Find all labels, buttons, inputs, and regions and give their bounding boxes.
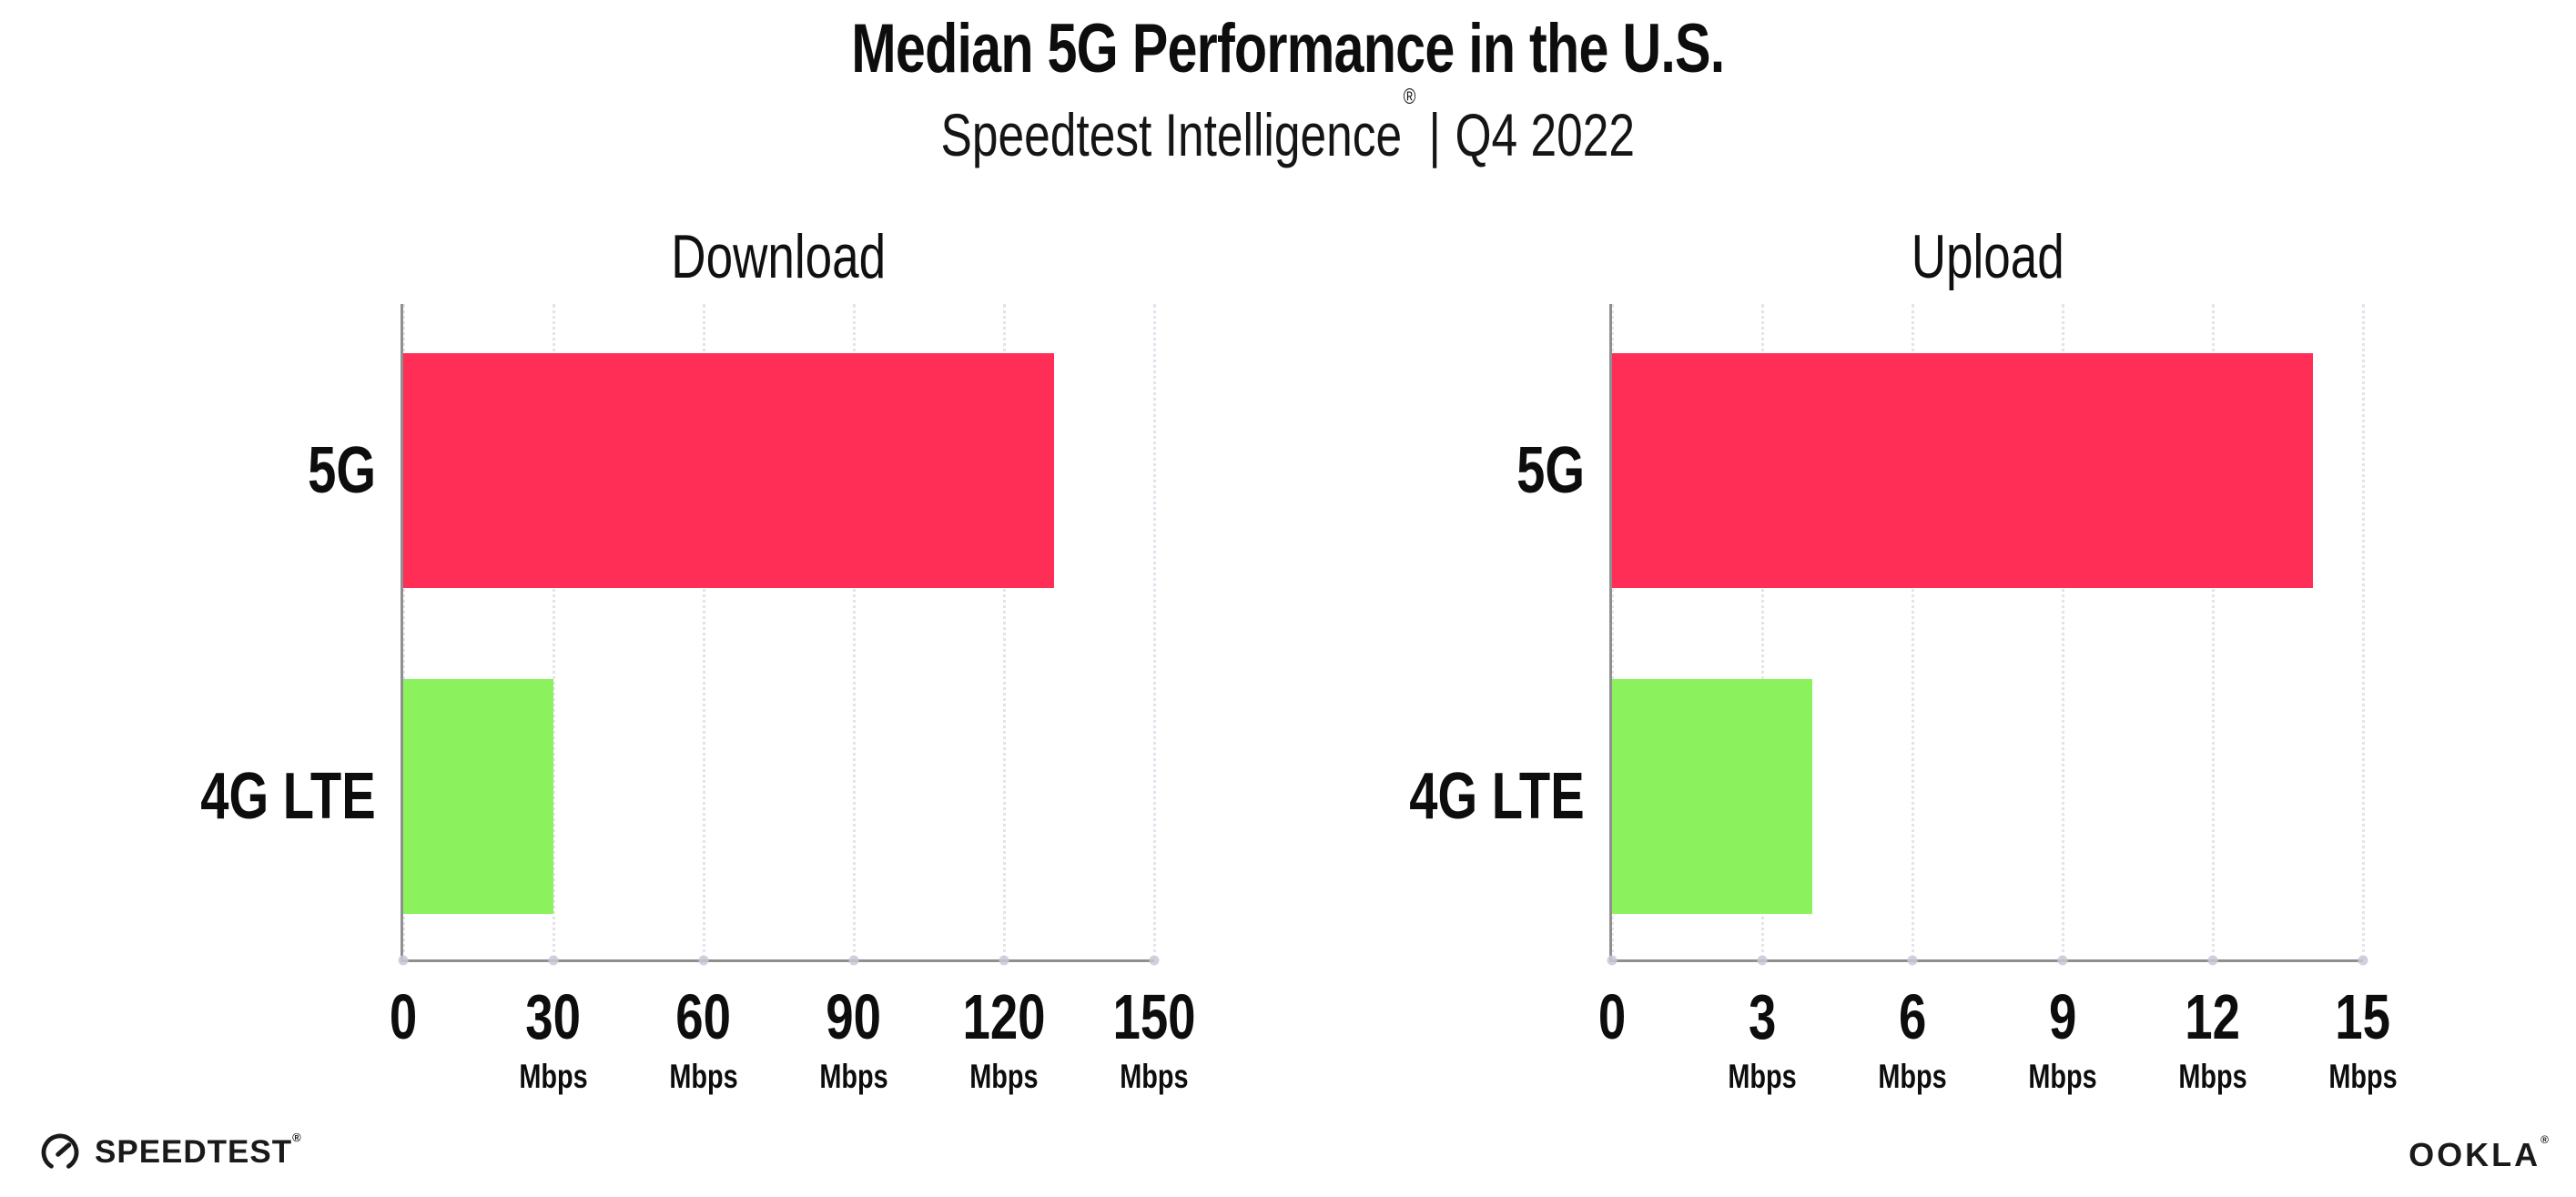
download-chart-title: Download xyxy=(671,222,887,291)
x-tick-60: 60 Mbps xyxy=(660,985,748,1093)
tick-value: 60 xyxy=(675,981,732,1052)
tick-value: 90 xyxy=(826,981,882,1052)
subtitle-brand: Speedtest Intelligence xyxy=(940,101,1403,168)
gridline-150 xyxy=(1153,304,1156,959)
x-tick-15: 15 Mbps xyxy=(2319,985,2408,1093)
gridline-60 xyxy=(703,304,705,959)
gauge-needle xyxy=(56,1142,72,1157)
x-tick-30: 30 Mbps xyxy=(510,985,598,1093)
x-tick-150: 150 Mbps xyxy=(1101,985,1208,1093)
upload-plot-area: 0 3 Mbps 6 Mbps 9 Mbps 12 Mbps 15 Mbps 5G 4G LTE xyxy=(1410,304,2398,1093)
y-axis-line xyxy=(401,304,403,959)
axis-tick-dot-60 xyxy=(698,955,709,966)
axis-tick-dot-3 xyxy=(1757,955,1768,966)
tick-unit: Mbps xyxy=(819,1058,888,1095)
speedtest-registered-mark: ® xyxy=(292,1131,302,1145)
bar-4g-lte-upload xyxy=(1612,679,1812,914)
axis-tick-dot-12 xyxy=(2207,955,2218,966)
gridline-15 xyxy=(2362,304,2365,959)
axis-tick-dot-15 xyxy=(2358,955,2368,966)
subtitle-period: Q4 2022 xyxy=(1455,101,1636,168)
tick-value: 15 xyxy=(2335,981,2391,1052)
tick-value: 30 xyxy=(525,981,582,1052)
gridline-120 xyxy=(1003,304,1006,959)
category-label-4g-lte: 4G LTE xyxy=(1409,760,1585,833)
gridline-3 xyxy=(1761,304,1764,959)
x-tick-3: 3 Mbps xyxy=(1719,985,1807,1093)
axis-tick-dot-6 xyxy=(1907,955,1918,966)
y-axis-line xyxy=(1609,304,1612,959)
x-tick-0: 0 xyxy=(1595,985,1630,1049)
download-chart: Download 0 30 Mbps 60 Mbps 90 Mbps 120 Mbps 150 Mb… xyxy=(201,226,1196,1093)
tick-unit: Mbps xyxy=(2028,1058,2097,1095)
x-axis-line xyxy=(401,959,1154,962)
subtitle-separator: | xyxy=(1428,101,1442,168)
ookla-logo: OOKLA® xyxy=(2409,1133,2549,1174)
tick-value: 150 xyxy=(1112,981,1196,1052)
gridline-6 xyxy=(1912,304,1914,959)
speedtest-wordmark: SPEEDTEST® xyxy=(95,1131,302,1170)
x-tick-9: 9 Mbps xyxy=(2019,985,2107,1093)
category-label-5g: 5G xyxy=(1516,434,1585,507)
tick-value: 12 xyxy=(2185,981,2241,1052)
axis-tick-dot-30 xyxy=(548,955,559,966)
tick-unit: Mbps xyxy=(2178,1058,2247,1095)
category-label-5g: 5G xyxy=(308,434,376,507)
ookla-registered-mark: ® xyxy=(2541,1133,2549,1146)
gridline-0 xyxy=(1611,304,1614,959)
bar-5g-upload xyxy=(1612,353,2313,588)
tick-unit: Mbps xyxy=(669,1058,738,1095)
gridline-0 xyxy=(402,304,405,959)
tick-value: 9 xyxy=(2048,981,2077,1052)
x-tick-12: 12 Mbps xyxy=(2169,985,2257,1093)
tick-unit: Mbps xyxy=(2328,1058,2398,1095)
x-tick-0: 0 xyxy=(386,985,421,1049)
axis-tick-dot-9 xyxy=(2057,955,2068,966)
tick-unit: Mbps xyxy=(1728,1058,1797,1095)
axis-tick-dot-0 xyxy=(398,955,409,966)
tick-unit: Mbps xyxy=(969,1058,1039,1095)
gridline-9 xyxy=(2062,304,2064,959)
ookla-wordmark: OOKLA xyxy=(2409,1136,2541,1173)
tick-value: 3 xyxy=(1748,981,1777,1052)
x-tick-90: 90 Mbps xyxy=(810,985,898,1093)
bar-5g-download xyxy=(403,353,1054,588)
page-title: Median 5G Performance in the U.S. xyxy=(0,11,2576,87)
download-plot-area: 0 30 Mbps 60 Mbps 90 Mbps 120 Mbps 150 Mbps 5G 4G LT… xyxy=(201,304,1196,1093)
category-label-4g-lte: 4G LTE xyxy=(200,760,376,833)
tick-value: 120 xyxy=(962,981,1046,1052)
gridline-12 xyxy=(2212,304,2215,959)
gridline-30 xyxy=(553,304,555,959)
registered-mark-icon: ® xyxy=(1403,85,1416,109)
upload-chart-title: Upload xyxy=(1911,222,2064,291)
tick-unit: Mbps xyxy=(1878,1058,1947,1095)
page-title-text: Median 5G Performance in the U.S. xyxy=(851,10,1725,87)
gridline-90 xyxy=(853,304,856,959)
x-axis-line xyxy=(1609,959,2363,962)
bar-4g-lte-download xyxy=(403,679,553,914)
tick-value: 6 xyxy=(1898,981,1927,1052)
speedtest-logo: SPEEDTEST® xyxy=(38,1131,302,1174)
axis-tick-dot-90 xyxy=(848,955,859,966)
tick-unit: Mbps xyxy=(1120,1058,1189,1095)
x-tick-6: 6 Mbps xyxy=(1869,985,1957,1093)
tick-unit: Mbps xyxy=(519,1058,588,1095)
upload-chart: Upload 0 3 Mbps 6 Mbps 9 Mbps 12 Mbps 15 Mbps 5G 4G … xyxy=(1410,226,2398,1093)
tick-value: 0 xyxy=(389,981,418,1052)
tick-value: 0 xyxy=(1597,981,1627,1052)
speedtest-gauge-icon xyxy=(41,1133,79,1172)
x-tick-120: 120 Mbps xyxy=(951,985,1058,1093)
axis-tick-dot-150 xyxy=(1149,955,1160,966)
axis-tick-dot-120 xyxy=(999,955,1009,966)
page-subtitle: Speedtest Intelligence® | Q4 2022 xyxy=(0,85,2576,168)
axis-tick-dot-0 xyxy=(1607,955,1618,966)
